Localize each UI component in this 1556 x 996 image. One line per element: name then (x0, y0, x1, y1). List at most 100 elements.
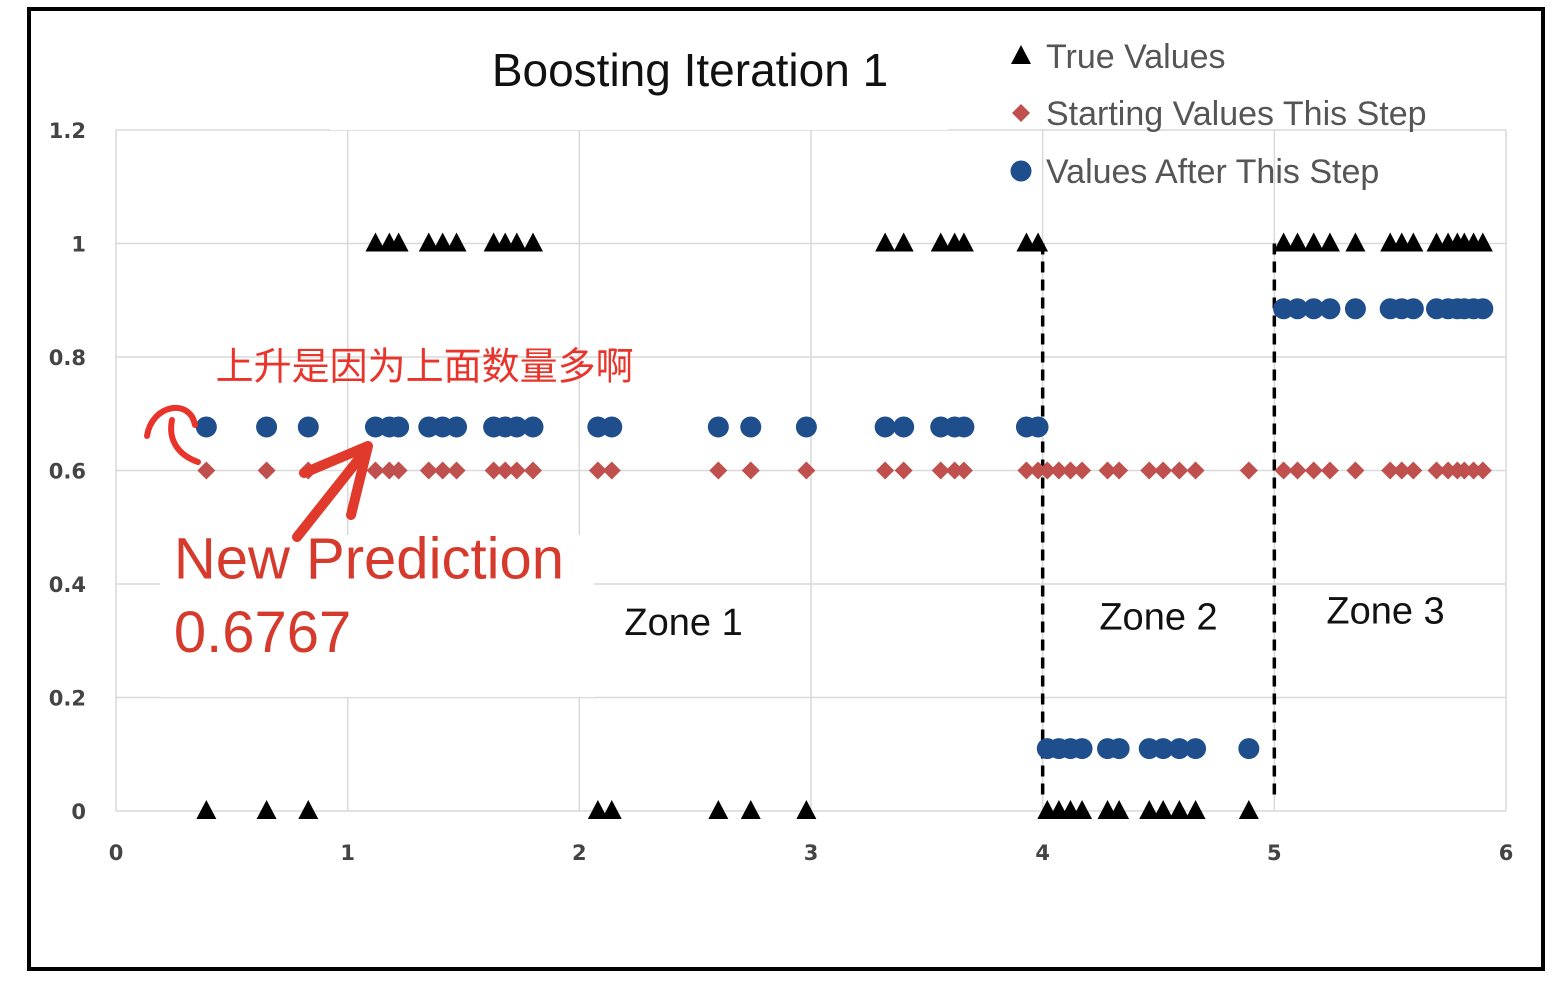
starting-value-point (496, 461, 515, 480)
after-value-point (601, 416, 623, 438)
after-value-point (1185, 738, 1207, 760)
legend-label-1: True Values (1046, 38, 1226, 76)
after-value-point (1071, 738, 1093, 760)
true-value-point (1319, 232, 1340, 252)
annotation-arrows (144, 404, 373, 542)
starting-value-point (1404, 461, 1423, 480)
chinese-note: 上升是因为上面数量多啊 (216, 345, 634, 389)
true-value-point (796, 800, 817, 819)
starting-value-point (1170, 461, 1189, 480)
true-value-point (256, 800, 277, 819)
starting-value-point (1320, 461, 1339, 480)
starting-value-point (1381, 461, 1400, 480)
starting-value-point (1029, 461, 1048, 480)
true-value-point (1303, 232, 1324, 252)
data-points (195, 232, 1494, 819)
after-value-point (1319, 298, 1341, 320)
after-value-point (1402, 298, 1424, 320)
curved-arrow (144, 404, 201, 465)
zone-1-label: Zone 1 (624, 602, 742, 644)
starting-value-point (1288, 461, 1307, 480)
true-value-point (523, 232, 543, 252)
chart-frame (27, 7, 1545, 971)
starting-value-point (380, 461, 399, 480)
true-value-point (1345, 232, 1366, 252)
legend-label-3: Values After This Step (1046, 153, 1379, 191)
after-value-point (256, 416, 278, 438)
starting-value-point (1073, 461, 1092, 480)
after-value-point (874, 416, 896, 438)
starting-value-point (1186, 461, 1205, 480)
chart-title: Boosting Iteration 1 (492, 44, 888, 96)
x-tick-label: 1 (340, 841, 355, 865)
true-value-point (1072, 800, 1093, 819)
series-1 (196, 232, 1493, 819)
after-value-point (1287, 298, 1308, 320)
after-value-point (446, 416, 468, 438)
annotation-backdrop (160, 535, 594, 697)
after-value-point (506, 416, 528, 438)
y-tick-label: 0 (71, 800, 86, 824)
starting-value-point (588, 461, 607, 480)
after-value-point (893, 416, 915, 438)
starting-value-point (1061, 461, 1080, 480)
true-value-point (506, 232, 527, 252)
starting-value-point (433, 461, 452, 480)
legend-label-2: Starting Values This Step (1046, 95, 1427, 133)
x-tick-label: 5 (1267, 841, 1282, 865)
y-tick-label: 1.2 (49, 119, 86, 143)
legend-marker-1 (1011, 45, 1031, 64)
true-value-point (1472, 232, 1493, 252)
starting-value-point (1455, 461, 1474, 480)
true-value-point (1287, 232, 1308, 252)
legend: True Values Starting Values This Step Valu… (1010, 38, 1427, 191)
zone-2-label: Zone 2 (1099, 596, 1217, 638)
true-value-point (1185, 800, 1206, 819)
true-value-point (1238, 800, 1259, 819)
x-tick-label: 2 (572, 841, 587, 865)
after-value-point (195, 416, 217, 438)
x-tick-label: 0 (109, 841, 124, 865)
true-value-point (365, 232, 386, 252)
starting-value-point (1017, 461, 1036, 480)
starting-value-point (931, 461, 950, 480)
starting-value-point (709, 461, 728, 480)
arrow-shaft (292, 450, 367, 542)
starting-value-point (1110, 461, 1129, 480)
true-value-point (418, 232, 439, 252)
new-prediction-value: 0.6767 (174, 600, 351, 665)
series-3 (195, 298, 1494, 760)
after-value-point (297, 416, 319, 438)
true-value-point (893, 232, 914, 252)
starting-value-point (366, 461, 385, 480)
after-value-point (1168, 738, 1190, 760)
starting-value-point (484, 461, 503, 480)
x-tick-label: 4 (1035, 841, 1050, 865)
true-value-point (601, 800, 622, 819)
after-value-point (1472, 298, 1494, 320)
starting-value-point (1392, 461, 1411, 480)
after-value-point (795, 416, 817, 438)
true-value-point (298, 800, 319, 819)
starting-value-point (419, 461, 438, 480)
after-value-point (1238, 738, 1260, 760)
x-axis-ticks: 0 1 2 3 4 5 6 (109, 841, 1514, 865)
true-value-point (875, 232, 896, 252)
zone-boundaries (1040, 243, 1277, 795)
y-tick-label: 1 (71, 233, 86, 257)
true-value-point (432, 232, 453, 252)
y-tick-label: 0.4 (49, 573, 86, 597)
true-value-point (740, 800, 761, 819)
true-value-point (446, 232, 467, 252)
starting-value-point (1439, 461, 1458, 480)
starting-value-point (1274, 461, 1293, 480)
y-tick-label: 0.8 (49, 346, 86, 370)
annotations: Zone 1 Zone 2 Zone 3 上升是因为上面数量多啊 New Predict… (174, 345, 1445, 665)
new-prediction-label: New Prediction (174, 526, 564, 591)
starting-value-point (1140, 461, 1159, 480)
true-value-point (1153, 800, 1174, 819)
true-value-point (1028, 232, 1049, 252)
starting-value-point (1154, 461, 1173, 480)
after-value-point (388, 416, 410, 438)
